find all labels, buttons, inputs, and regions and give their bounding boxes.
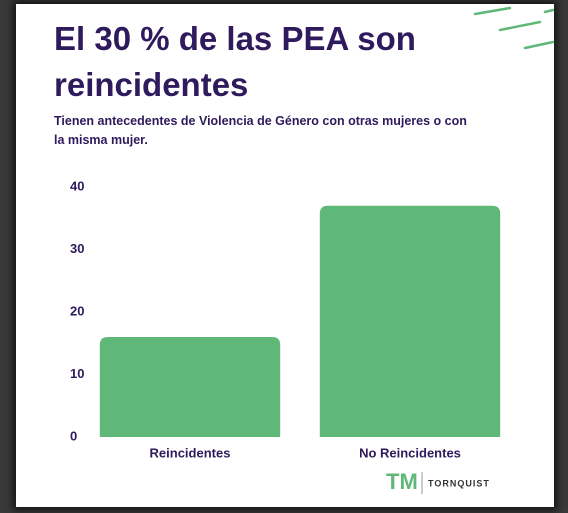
y-tick-label: 10	[70, 366, 84, 381]
chart-subtitle: Tienen antecedentes de Violencia de Géne…	[54, 114, 467, 147]
bar	[99, 337, 281, 437]
x-tick-label: No Reincidentes	[359, 445, 461, 460]
x-tick-label: Reincidentes	[150, 445, 231, 460]
y-tick-label: 30	[70, 241, 84, 256]
y-tick-label: 20	[70, 303, 84, 318]
logo-mark: TM	[386, 469, 418, 494]
chart-title: El 30 % de las PEA son reincidentes	[54, 20, 416, 103]
bar	[319, 205, 501, 437]
decoration	[473, 6, 555, 50]
y-tick-label: 40	[70, 178, 84, 193]
y-tick-label: 0	[70, 428, 77, 443]
logo-name: TORNQUIST	[428, 478, 490, 488]
